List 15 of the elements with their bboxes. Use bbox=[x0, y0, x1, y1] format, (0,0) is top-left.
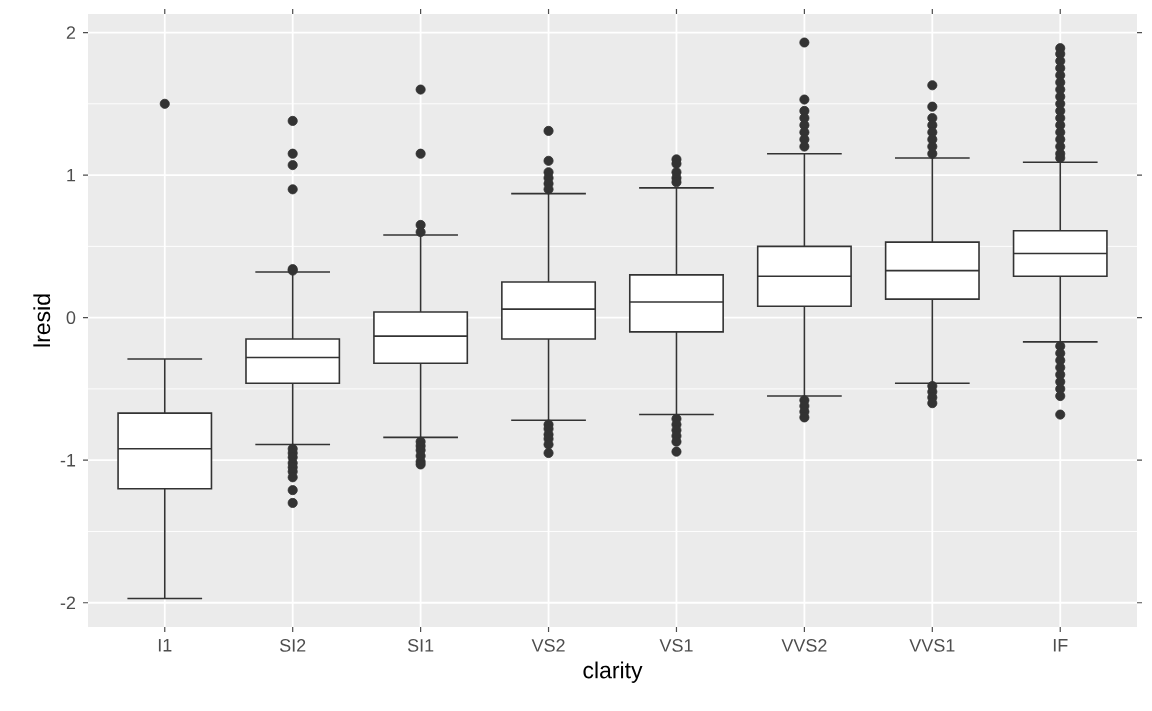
x-tick-label: VVS1 bbox=[909, 639, 955, 652]
x-tick-label: I1 bbox=[158, 639, 172, 652]
y-axis-title: lresid bbox=[33, 294, 51, 347]
y-tick-label: 1 bbox=[67, 168, 76, 182]
x-tick-label: SI1 bbox=[407, 639, 434, 652]
x-tick-label: VS2 bbox=[531, 639, 565, 652]
x-tick-label: VS1 bbox=[659, 639, 693, 652]
y-tick-label: -1 bbox=[60, 453, 76, 467]
x-tick-label: SI2 bbox=[280, 639, 306, 652]
x-tick-label: IF bbox=[1053, 639, 1068, 652]
x-axis-title: clarity bbox=[583, 661, 643, 683]
y-tick-label: -2 bbox=[60, 596, 76, 610]
x-tick-label: VVS2 bbox=[781, 639, 827, 652]
y-tick-label: 2 bbox=[66, 26, 76, 39]
y-tick-label: 0 bbox=[66, 311, 76, 325]
